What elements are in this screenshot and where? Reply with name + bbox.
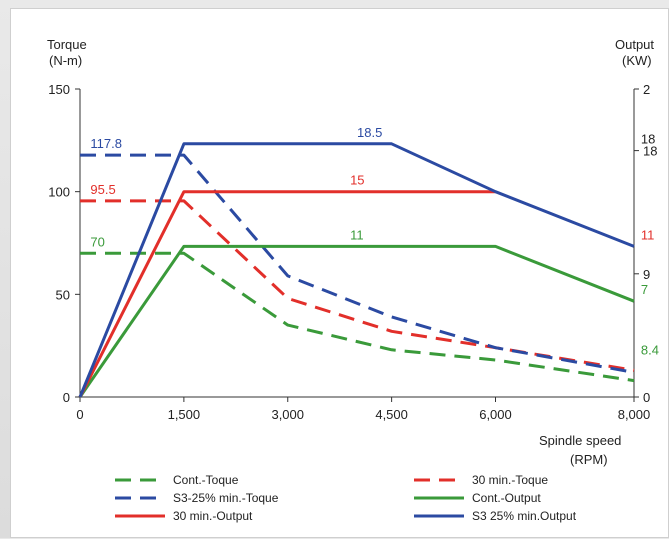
data-label: 70 [90,234,104,249]
right-axis-title-line1: Output [615,37,654,52]
x-tick-label: 1,500 [168,407,201,422]
legend-label: S3 25% min.Output [472,509,577,523]
data-label: 11 [350,227,364,242]
x-tick-label: 3,000 [271,407,304,422]
right-axis-title-line2: (KW) [622,53,652,68]
x-tick-label: 6,000 [479,407,512,422]
series-line-30-min-toque [80,199,635,372]
legend-label: Cont.-Output [472,491,541,505]
data-label: 8.4 [641,342,659,357]
data-label: 117.8 [90,136,122,151]
series-line-cont-toque [80,251,635,383]
left-tick-label: 100 [48,185,70,200]
chart-panel: 0 50 100 150 0 9 18 2 0 1,500 3,000 4,500 6,000 8,000… [10,8,669,538]
x-axis-title-line2: (RPM) [570,452,608,467]
data-label: 7 [641,282,648,297]
x-tick-label: 0 [76,407,83,422]
left-axis-title-line1: Torque [47,37,87,52]
legend-label: 30 min.-Toque [472,473,548,487]
series-line-s3-25-min-output [78,142,635,398]
legend-label: Cont.-Toque [173,473,239,487]
torque-output-chart: 0 50 100 150 0 9 18 2 0 1,500 3,000 4,500 6,000 8,000… [47,37,659,523]
right-tick-label: 2 [643,82,650,97]
data-label: 18 [641,132,655,147]
right-tick-label: 9 [643,267,650,282]
series-line-s3-25-min-toque [80,153,635,374]
x-tick-label: 4,500 [375,407,408,422]
left-axis-title-line2: (N-m) [49,53,82,68]
data-label: 95.5 [90,182,115,197]
legend-label: S3-25% min.-Toque [173,491,279,505]
data-label: 18.5 [357,125,382,140]
legend-label: 30 min.-Output [173,509,253,523]
data-label: 11 [641,227,655,242]
right-tick-label: 18 [643,144,657,159]
series-line-cont-output [78,244,635,398]
series-line-30-min-output [78,190,496,398]
left-tick-label: 50 [56,287,70,302]
data-label: 15 [350,173,364,188]
left-tick-label: 0 [63,390,70,405]
x-axis-title-line1: Spindle speed [539,433,621,448]
left-tick-label: 150 [48,82,70,97]
right-tick-label: 0 [643,390,650,405]
x-tick-label: 8,000 [618,407,651,422]
